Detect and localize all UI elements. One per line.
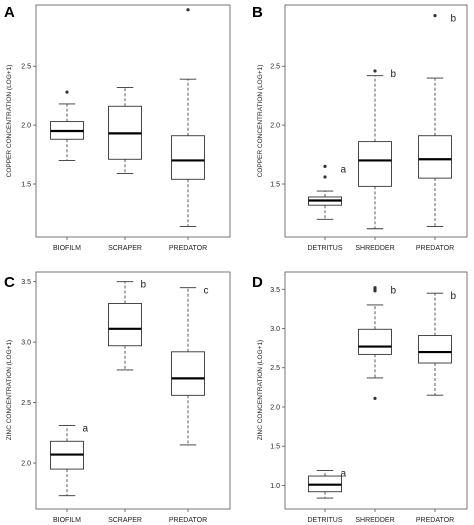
panel-b-ytick-label: 2.0: [270, 123, 280, 130]
panel-a-ylabel: COPPER CONCENTRATION (LOG+1): [6, 65, 13, 178]
panel-a-ytick-label: 2.5: [21, 64, 31, 71]
panel-c-ytick-label: 3.5: [21, 279, 31, 286]
panel-c-box-2-iqr: [171, 351, 205, 396]
panel-b-letter: B: [252, 4, 263, 21]
panel-b-box-2-iqr: [418, 135, 452, 179]
panel-a-box-2-iqr: [171, 135, 205, 180]
panel-b-category-label: PREDATOR: [416, 245, 454, 252]
panel-d-box-2-iqr: [418, 335, 452, 364]
panel-d-box-1-outlier: [373, 396, 377, 400]
panel-d-category-label: PREDATOR: [416, 517, 454, 524]
panel-d-box-1-significance-letter: b: [391, 286, 397, 297]
panel-a-ytick-label: 2.0: [21, 123, 31, 130]
panel-d-category-label: SHREDDER: [355, 517, 394, 524]
panel-d-frame: [284, 271, 468, 510]
panel-c-category-label: PREDATOR: [169, 517, 207, 524]
panel-d-ylabel: ZINC CONCENTRATION (LOG+1): [257, 340, 264, 440]
panel-d-box-1-iqr: [358, 328, 392, 355]
panel-b-ytick-label: 1.5: [270, 182, 280, 189]
panel-a-letter: A: [4, 4, 15, 21]
panel-c-box-1-significance-letter: b: [141, 280, 147, 291]
panel-c-box-2-significance-letter: c: [204, 286, 209, 297]
panel-d-ytick-label: 3.5: [270, 287, 280, 294]
panel-d-letter: D: [252, 274, 263, 291]
panel-d-ytick-label: 1.5: [270, 444, 280, 451]
panel-d-ytick-label: 2.0: [270, 404, 280, 411]
panel-b-box-0-significance-letter: a: [341, 164, 347, 175]
panel-b-box-1-significance-letter: b: [391, 69, 397, 80]
panel-a-ytick-label: 1.5: [21, 182, 31, 189]
panel-b-ylabel: COPPER CONCENTRATION (LOG+1): [257, 65, 264, 178]
panel-a-box-0-outlier: [65, 90, 69, 94]
panel-b-box-2-significance-letter: b: [451, 14, 457, 25]
panel-c-letter: C: [4, 274, 15, 291]
panel-b-box-1-outlier: [373, 69, 377, 73]
panel-d-ytick-label: 2.5: [270, 365, 280, 372]
panel-c-ytick-label: 3.0: [21, 340, 31, 347]
panel-c: C ZINC CONCENTRATION (LOG+1) 2.0 2.5 3.0 3.…: [4, 271, 231, 524]
panel-c-box-1-iqr: [108, 302, 142, 347]
panel-d: D ZINC CONCENTRATION (LOG+1) 1.0 1.5 2.0 2.…: [252, 271, 468, 524]
panel-a: A COPPER CONCENTRATION (LOG+1) 1.5 2.0 2.5…: [4, 4, 231, 252]
panel-b: B COPPER CONCENTRATION (LOG+1) 1.5 2.0 2.5…: [252, 4, 468, 252]
panel-d-box-1-outlier: [373, 286, 377, 290]
panel-d-box-2-significance-letter: b: [451, 291, 457, 302]
panel-b-category-label: DETRITUS: [308, 245, 343, 252]
panel-b-box-1-iqr: [358, 141, 392, 187]
panel-c-category-label: BIOFILM: [53, 517, 81, 524]
panel-a-category-label: SCRAPER: [108, 245, 142, 252]
panel-d-box-0-significance-letter: a: [341, 469, 347, 480]
panel-d-ytick-label: 1.0: [270, 483, 280, 490]
panel-b-box-0-outlier: [323, 164, 327, 168]
panel-c-frame: [35, 271, 231, 510]
panel-c-ylabel: ZINC CONCENTRATION (LOG+1): [6, 340, 13, 440]
panel-d-category-label: DETRITUS: [308, 517, 343, 524]
panel-a-frame: [35, 4, 231, 238]
panel-c-ytick-label: 2.0: [21, 461, 31, 468]
panel-c-box-0-significance-letter: a: [83, 424, 89, 435]
panel-b-box-0-outlier: [323, 175, 327, 179]
panel-a-box-2-outlier: [186, 8, 190, 12]
panel-b-category-label: SHREDDER: [355, 245, 394, 252]
panel-b-box-2-outlier: [433, 13, 437, 18]
panel-b-ytick-label: 2.5: [270, 64, 280, 71]
panel-d-ytick-label: 3.0: [270, 326, 280, 333]
panel-c-ytick-label: 2.5: [21, 400, 31, 407]
panel-a-category-label: BIOFILM: [53, 245, 81, 252]
panel-c-category-label: SCRAPER: [108, 517, 142, 524]
panel-a-category-label: PREDATOR: [169, 245, 207, 252]
panel-b-frame: [284, 4, 468, 238]
